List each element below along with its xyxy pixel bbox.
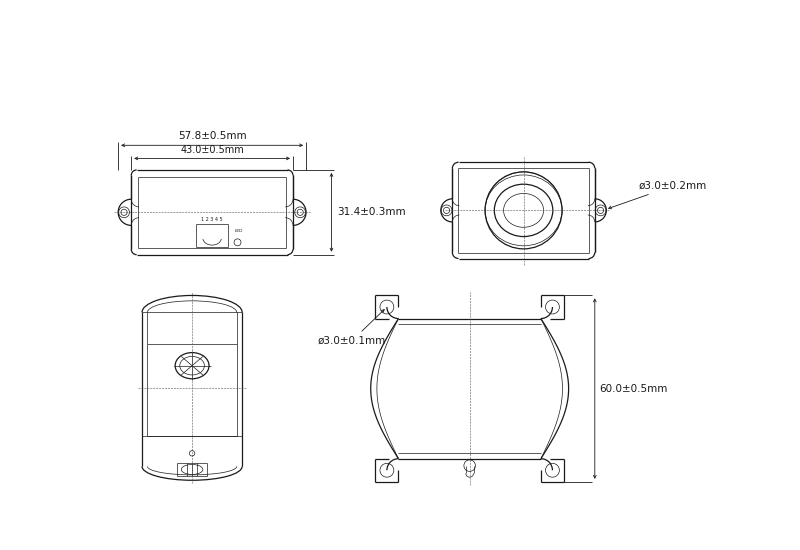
Text: ø3.0±0.2mm: ø3.0±0.2mm <box>609 181 707 209</box>
Text: ø3.0±0.1mm: ø3.0±0.1mm <box>318 310 386 346</box>
Text: 60.0±0.5mm: 60.0±0.5mm <box>599 384 668 394</box>
Text: 43.0±0.5mm: 43.0±0.5mm <box>180 145 244 155</box>
Text: LED: LED <box>234 229 243 233</box>
Text: 31.4±0.3mm: 31.4±0.3mm <box>337 207 406 217</box>
Text: 1 2 3 4 5: 1 2 3 4 5 <box>202 217 223 222</box>
Text: 57.8±0.5mm: 57.8±0.5mm <box>178 131 246 141</box>
